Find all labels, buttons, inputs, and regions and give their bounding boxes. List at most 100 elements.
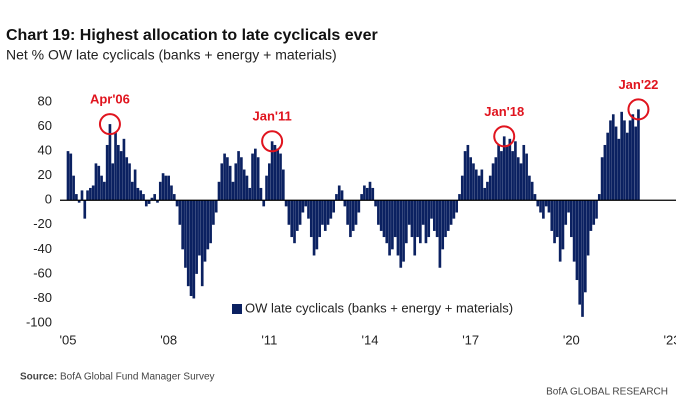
- bar: [424, 200, 428, 244]
- bar: [572, 200, 576, 262]
- bar: [273, 144, 277, 201]
- bar: [323, 200, 327, 231]
- bar: [220, 163, 224, 201]
- bar: [634, 126, 637, 201]
- bar: [130, 181, 134, 201]
- y-tick-label: -20: [33, 216, 52, 231]
- bar: [251, 153, 254, 201]
- bar: [351, 200, 355, 231]
- bar: [147, 200, 151, 204]
- bar: [287, 200, 291, 225]
- legend-swatch: [232, 304, 242, 314]
- bar: [117, 144, 120, 201]
- bar: [321, 200, 324, 225]
- bar: [430, 200, 433, 219]
- bar: [508, 138, 512, 201]
- bar: [234, 163, 238, 201]
- bar: [91, 185, 95, 201]
- bar: [125, 157, 129, 201]
- chart-subtitle: Net % OW late cyclicals (banks + energy …: [6, 47, 337, 63]
- bar: [533, 194, 537, 201]
- bar: [161, 173, 165, 201]
- bar: [393, 200, 397, 238]
- bar: [178, 200, 182, 225]
- bar: [231, 181, 235, 201]
- bar: [570, 200, 573, 238]
- bar: [262, 200, 266, 207]
- bar: [469, 157, 472, 201]
- bar: [105, 144, 109, 201]
- bar: [388, 200, 391, 256]
- bar: [89, 187, 92, 201]
- bar: [374, 200, 377, 207]
- bar: [416, 200, 419, 238]
- bar: [293, 200, 296, 244]
- bar: [427, 200, 431, 238]
- bar: [399, 200, 403, 268]
- bar: [438, 200, 442, 268]
- bar: [382, 200, 386, 238]
- bar: [114, 132, 117, 201]
- x-tick-label: '05: [60, 332, 77, 347]
- bar: [564, 200, 568, 225]
- bar: [446, 200, 450, 231]
- bar: [441, 200, 445, 250]
- bar: [553, 200, 556, 244]
- bar: [542, 200, 545, 219]
- bar: [100, 175, 103, 201]
- bar: [477, 175, 481, 201]
- y-tick-label: 0: [45, 192, 52, 207]
- bar: [295, 200, 299, 231]
- chart-title: Chart 19: Highest allocation to late cyc…: [6, 27, 378, 44]
- bar: [103, 181, 106, 201]
- bar: [497, 144, 500, 201]
- bar: [290, 200, 294, 238]
- bar: [628, 120, 632, 201]
- bar: [307, 200, 310, 219]
- bar: [623, 120, 626, 201]
- bar: [167, 175, 170, 201]
- bar: [248, 187, 252, 201]
- bar: [530, 181, 534, 201]
- bar: [614, 126, 618, 201]
- bar: [284, 200, 288, 207]
- bar: [625, 132, 629, 201]
- bar: [200, 200, 204, 287]
- bar: [365, 187, 369, 201]
- bar: [318, 200, 321, 238]
- bar: [561, 200, 565, 250]
- y-tick-label: 20: [38, 167, 52, 182]
- bar: [581, 200, 584, 317]
- bar: [242, 169, 246, 201]
- bar: [514, 141, 517, 201]
- bar: [86, 190, 89, 201]
- bar: [567, 200, 570, 213]
- bar: [223, 153, 226, 201]
- bar: [519, 163, 523, 201]
- bar: [556, 200, 559, 238]
- bar: [575, 200, 579, 281]
- bar: [522, 144, 526, 201]
- bar: [595, 200, 598, 219]
- bar: [606, 132, 610, 201]
- bar: [268, 163, 271, 201]
- footer: BofA GLOBAL RESEARCH: [546, 387, 668, 398]
- bar: [298, 200, 302, 225]
- bar: [452, 200, 456, 219]
- bar: [600, 157, 604, 201]
- bar: [463, 151, 467, 201]
- bar: [153, 194, 157, 201]
- bar: [265, 175, 268, 201]
- bar: [97, 165, 101, 201]
- bar: [192, 200, 196, 299]
- bar: [410, 200, 414, 238]
- bar: [228, 165, 232, 201]
- bar: [254, 148, 257, 201]
- bar: [186, 200, 190, 287]
- bar: [550, 200, 554, 231]
- annotation-label: Jan'11: [252, 109, 291, 124]
- bar: [150, 197, 154, 201]
- bar: [240, 157, 243, 201]
- bar: [66, 151, 70, 201]
- bar: [620, 111, 623, 201]
